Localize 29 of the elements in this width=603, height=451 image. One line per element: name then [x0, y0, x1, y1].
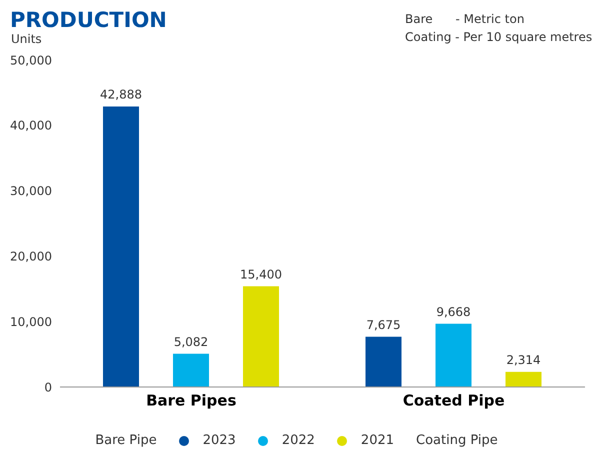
y-tick-label: 50,000: [10, 53, 52, 68]
legend-label: 2023: [202, 433, 236, 448]
x-tick-label: Coated Pipe: [402, 392, 505, 410]
data-label: 42,888: [100, 88, 142, 102]
bar: [366, 336, 402, 387]
text: Bare - Metric ton: [405, 11, 526, 28]
y-tick-label: 0: [44, 380, 52, 394]
data-label: 5,082: [174, 334, 208, 349]
y-axis-title: Units: [11, 32, 42, 46]
text: Coating Pipe: [416, 433, 498, 448]
text: Coating - Per 10 square metres: [405, 29, 592, 46]
y-tick-label: 10,000: [10, 314, 52, 329]
y-tick-label: 30,000: [10, 184, 52, 198]
text: Bare Pipe: [95, 433, 157, 448]
bar: [436, 324, 472, 387]
y-tick-label: 20,000: [10, 249, 52, 264]
data-label: 9,668: [436, 304, 471, 319]
y-tick-label: 40,000: [10, 118, 52, 133]
legend-label: 2021: [360, 433, 394, 448]
legend-label: 2022: [282, 433, 315, 448]
bar: [243, 286, 279, 387]
bar: [103, 106, 139, 387]
bar: [506, 372, 542, 387]
data-label: 15,400: [240, 267, 282, 282]
x-tick-label: Bare Pipes: [146, 392, 236, 410]
data-label: 2,314: [506, 352, 541, 367]
chart-title: PRODUCTION: [10, 8, 167, 32]
data-label: 7,675: [366, 318, 401, 332]
bar: [173, 354, 209, 387]
